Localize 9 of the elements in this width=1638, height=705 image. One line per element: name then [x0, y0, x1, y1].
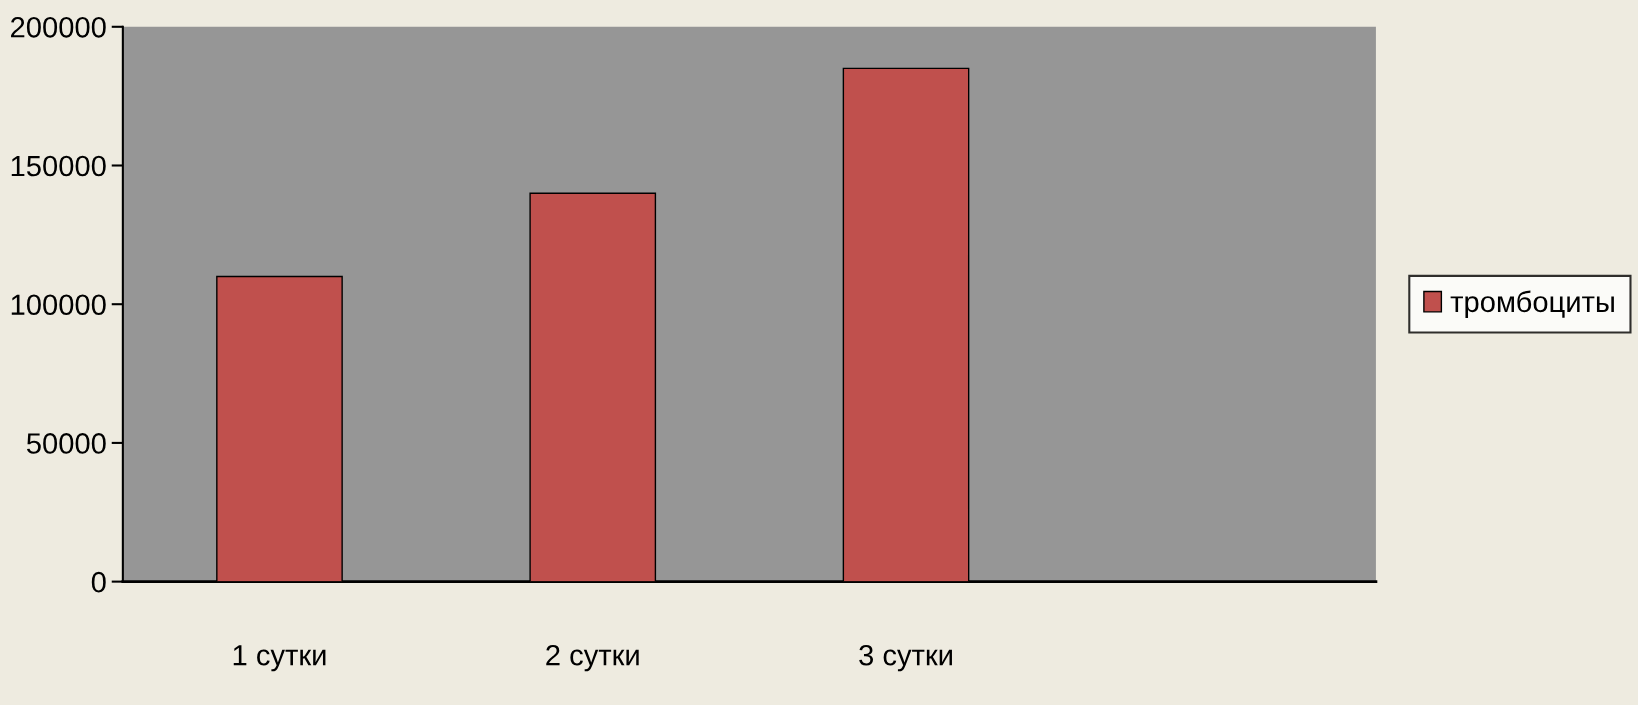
x-tick-label: 2 сутки [546, 644, 639, 672]
legend-label: тромбоциты [1450, 290, 1614, 318]
y-tick-label: 150000 [11, 155, 106, 177]
y-tick-label: 50000 [26, 433, 106, 454]
x-tick-label: 3 сутки [859, 644, 952, 672]
x-tick-label: 1 сутки [233, 645, 326, 672]
y-tick-label: 200000 [11, 16, 106, 38]
y-tick-label: 0 [91, 571, 106, 593]
y-tick-label: 100000 [11, 294, 106, 316]
